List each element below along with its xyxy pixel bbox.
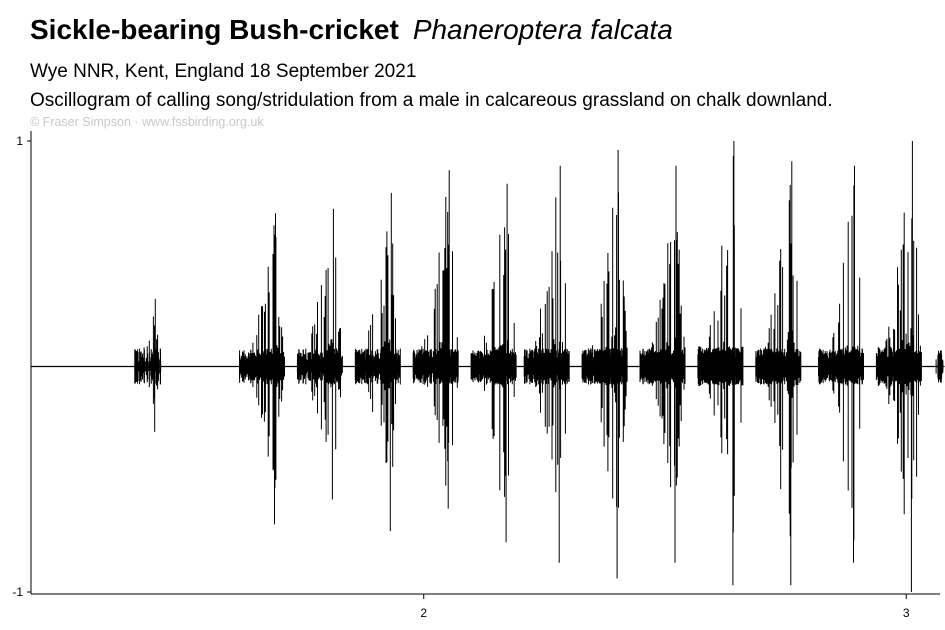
- y-tick-label: 1: [16, 134, 23, 148]
- pulse-burst: [639, 165, 686, 563]
- recording-description: Oscillogram of calling song/stridulation…: [30, 90, 833, 111]
- pulse-burst: [523, 165, 570, 563]
- pulse-burst: [818, 165, 864, 563]
- pulse-burst: [354, 192, 401, 532]
- recording-location-date: Wye NNR, Kent, England 18 September 2021: [30, 61, 417, 82]
- species-scientific-name: Phaneroptera falcata: [412, 14, 673, 45]
- waveform: [31, 141, 945, 592]
- pulse-burst: [470, 183, 517, 543]
- pulse-burst: [581, 150, 628, 579]
- chart-title: Sickle-bearing Bush-cricket Phaneroptera …: [30, 14, 673, 46]
- y-tick-label: -1: [12, 585, 23, 599]
- copyright-credit: © Fraser Simpson · www.fssbirding.org.uk: [30, 115, 264, 129]
- x-tick-label: 2: [420, 606, 427, 620]
- pulse-burst: [875, 141, 922, 592]
- pulse-burst: [412, 170, 459, 509]
- pulse-burst: [296, 208, 343, 500]
- pulse-burst: [755, 161, 802, 586]
- pulse-burst: [935, 350, 945, 383]
- x-tick-label: 3: [903, 606, 910, 620]
- axis-ticks: 1 -1 2 3: [12, 134, 910, 620]
- species-common-name: Sickle-bearing Bush-cricket: [30, 14, 399, 45]
- pulse-burst: [239, 213, 285, 525]
- pulse-burst: [134, 298, 162, 432]
- pulse-burst: [697, 141, 744, 586]
